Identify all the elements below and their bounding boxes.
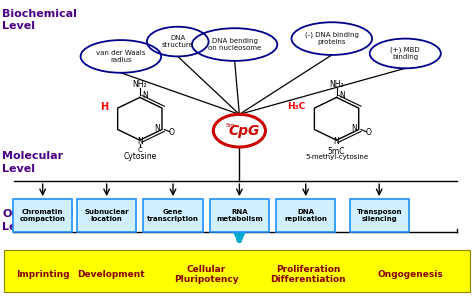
Text: N: N	[143, 91, 148, 100]
FancyBboxPatch shape	[210, 199, 269, 232]
Text: van der Waals
radius: van der Waals radius	[96, 50, 146, 63]
Text: 5mC: 5mC	[328, 147, 345, 156]
Text: C: C	[137, 147, 142, 153]
FancyBboxPatch shape	[350, 199, 409, 232]
Text: Imprinting: Imprinting	[16, 270, 70, 279]
Text: DNA
replication: DNA replication	[284, 208, 327, 222]
Text: Subnuclear
location: Subnuclear location	[84, 208, 129, 222]
Text: Organismal
Level: Organismal Level	[2, 209, 73, 232]
FancyBboxPatch shape	[143, 199, 202, 232]
Text: CpG: CpG	[228, 124, 260, 138]
Text: Chromatin
compaction: Chromatin compaction	[20, 208, 65, 222]
FancyBboxPatch shape	[4, 250, 470, 292]
Text: NH₂: NH₂	[329, 80, 344, 89]
Text: (-) DNA binding
proteins: (-) DNA binding proteins	[305, 32, 359, 45]
FancyBboxPatch shape	[13, 199, 72, 232]
Text: N: N	[334, 137, 339, 146]
Text: 5m: 5m	[226, 123, 236, 128]
FancyBboxPatch shape	[276, 199, 336, 232]
Text: (+) MBD
binding: (+) MBD binding	[391, 47, 420, 60]
Text: H: H	[100, 102, 109, 112]
Text: Molecular
Level: Molecular Level	[2, 151, 64, 174]
Text: DNA
structure: DNA structure	[162, 35, 194, 48]
Text: N: N	[155, 124, 160, 132]
Text: N: N	[351, 124, 357, 132]
Text: DNA bending
on nucleosome: DNA bending on nucleosome	[208, 38, 261, 51]
Text: Cellular
Pluripotency: Cellular Pluripotency	[174, 265, 238, 285]
Text: 5-methyl-cytosine: 5-methyl-cytosine	[305, 154, 368, 160]
Text: Biochemical
Level: Biochemical Level	[2, 9, 77, 31]
Text: Gene
transcription: Gene transcription	[147, 208, 199, 222]
Text: H₃C: H₃C	[287, 102, 305, 111]
Text: Development: Development	[78, 270, 145, 279]
Text: NH₂: NH₂	[133, 80, 147, 89]
Text: Ongogenesis: Ongogenesis	[377, 270, 443, 279]
Text: N: N	[137, 137, 143, 146]
Text: O: O	[169, 128, 174, 137]
Text: O: O	[365, 128, 371, 137]
Text: Cytosine: Cytosine	[123, 152, 156, 161]
Text: Transposon
silencing: Transposon silencing	[356, 208, 402, 222]
Text: Proliferation
Differentiation: Proliferation Differentiation	[270, 265, 346, 285]
FancyBboxPatch shape	[77, 199, 136, 232]
Text: N: N	[339, 91, 345, 100]
Text: RNA
metabolism: RNA metabolism	[216, 208, 263, 222]
